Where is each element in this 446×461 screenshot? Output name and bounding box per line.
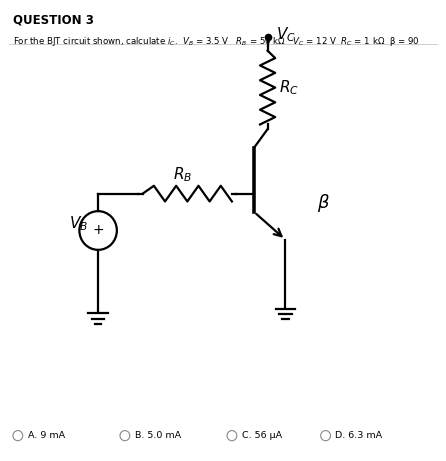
Text: A. 9 mA: A. 9 mA [28,431,65,440]
Text: $R_B$: $R_B$ [173,165,193,183]
Text: $V_C$: $V_C$ [276,25,295,44]
Text: C. 56 μA: C. 56 μA [242,431,282,440]
Text: QUESTION 3: QUESTION 3 [13,14,94,27]
Text: B. 5.0 mA: B. 5.0 mA [135,431,181,440]
Text: For the BJT circuit shown, calculate $i_C$.  $V_B$ = 3.5 V   $R_B$ = 50 kΩ   $V_: For the BJT circuit shown, calculate $i_… [13,35,420,47]
Text: D. 6.3 mA: D. 6.3 mA [335,431,383,440]
Text: $\beta$: $\beta$ [317,192,330,214]
Text: $R_C$: $R_C$ [279,78,299,97]
Text: +: + [92,224,104,237]
Text: $V_B$: $V_B$ [69,214,88,233]
